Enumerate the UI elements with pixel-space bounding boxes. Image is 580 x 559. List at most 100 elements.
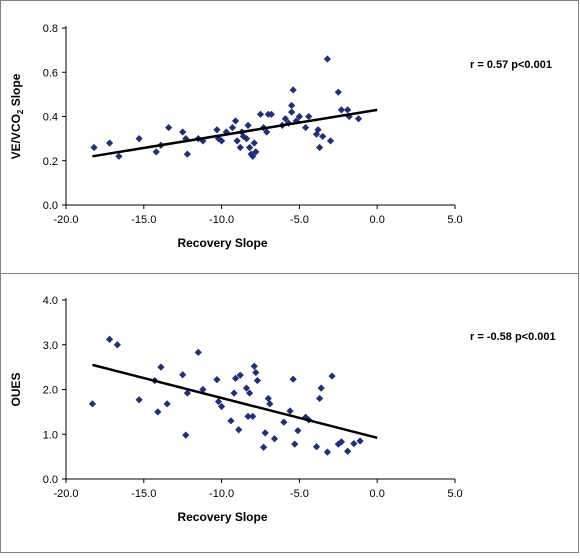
y-tick-label: 0.2 (43, 156, 58, 168)
x-axis-title: Recovery Slope (177, 510, 267, 524)
data-point (182, 431, 190, 439)
data-point (302, 123, 310, 132)
x-axis-title: Recovery Slope (177, 236, 267, 250)
data-point (179, 371, 187, 379)
data-point (163, 400, 171, 408)
x-tick-label: 5.0 (447, 488, 462, 500)
data-point (135, 135, 143, 143)
x-tick-label: -10.0 (209, 488, 234, 500)
data-point (135, 396, 143, 404)
data-point (236, 371, 244, 379)
data-point (157, 363, 165, 371)
data-point (337, 106, 346, 114)
y-tick-label: 0.6 (43, 67, 58, 79)
y-tick-label: 2.0 (43, 385, 58, 397)
data-point (334, 88, 342, 96)
data-point (233, 137, 241, 145)
x-tick-label: -5.0 (290, 214, 309, 226)
data-point (199, 385, 207, 394)
data-point (218, 137, 226, 145)
x-tick-label: -15.0 (131, 214, 156, 226)
data-point (88, 400, 97, 408)
y-axis-title-subscript: 2 (16, 109, 25, 114)
data-point (344, 447, 352, 455)
data-point (213, 376, 221, 384)
data-point (266, 400, 274, 408)
data-point (165, 123, 173, 132)
correlation-annotation: r = 0.57 p<0.001 (470, 59, 552, 71)
data-point (288, 108, 296, 116)
data-point (260, 443, 268, 451)
y-tick-label: 3.0 (43, 340, 58, 352)
data-point (242, 135, 251, 143)
data-point (319, 132, 327, 141)
data-point (288, 101, 296, 110)
data-point (252, 148, 260, 156)
data-point (345, 112, 353, 121)
data-point (350, 440, 358, 448)
data-point (354, 115, 363, 123)
data-point (244, 412, 252, 420)
data-point (261, 429, 269, 437)
data-point (105, 139, 114, 147)
x-tick-label: 0.0 (370, 488, 385, 500)
data-point (246, 389, 254, 397)
data-point (289, 86, 297, 94)
y-axis-title: VE/VCO2 Slope (9, 73, 25, 159)
x-tick-label: 5.0 (447, 214, 462, 226)
y-axis-title-main: OUES (9, 372, 23, 406)
data-point (183, 150, 191, 158)
data-point (286, 407, 294, 415)
data-point (281, 115, 289, 123)
data-point (232, 374, 240, 382)
data-point (328, 372, 336, 380)
x-tick-label: -15.0 (131, 488, 156, 500)
y-tick-label: 1.0 (43, 429, 58, 441)
data-point (291, 440, 299, 448)
data-point (253, 376, 261, 385)
data-point (152, 148, 160, 156)
data-point (270, 435, 279, 443)
data-point (115, 152, 123, 160)
data-point (105, 335, 114, 343)
data-point (294, 427, 302, 435)
data-point (179, 128, 187, 136)
data-point (113, 341, 121, 349)
y-axis-title-main: VE/VCO (9, 114, 23, 159)
correlation-annotation: r = -0.58 p<0.001 (470, 331, 556, 343)
data-point (230, 389, 238, 397)
data-point (344, 106, 352, 114)
data-point (214, 397, 223, 406)
data-point (292, 117, 300, 125)
data-point (267, 110, 275, 118)
data-point (356, 437, 364, 445)
data-point (232, 117, 240, 125)
data-point (236, 143, 244, 152)
data-point (242, 384, 251, 392)
data-point (314, 126, 322, 134)
y-tick-label: 4.0 (43, 295, 58, 307)
data-point (263, 128, 271, 136)
y-axis-title: OUES (9, 372, 23, 406)
data-point (249, 412, 257, 420)
data-point (90, 143, 98, 152)
y-tick-label: 0.4 (43, 112, 58, 124)
data-point (246, 143, 254, 152)
data-point (227, 417, 235, 425)
data-point (194, 348, 202, 356)
data-point (213, 126, 221, 134)
data-point (154, 408, 162, 416)
data-point (289, 375, 297, 383)
chart-panel-1: 0.0 0.2 0.4 0.6 0.8 -20.0 -15.0 -10.0 -5.0 0.0 5.0… (9, 23, 552, 250)
data-point (323, 448, 332, 456)
x-tick-label: -10.0 (209, 214, 234, 226)
data-point (228, 123, 237, 132)
data-point (250, 362, 258, 370)
data-point (218, 402, 226, 411)
data-point (316, 394, 324, 403)
data-point (250, 139, 258, 147)
data-point (244, 121, 252, 129)
